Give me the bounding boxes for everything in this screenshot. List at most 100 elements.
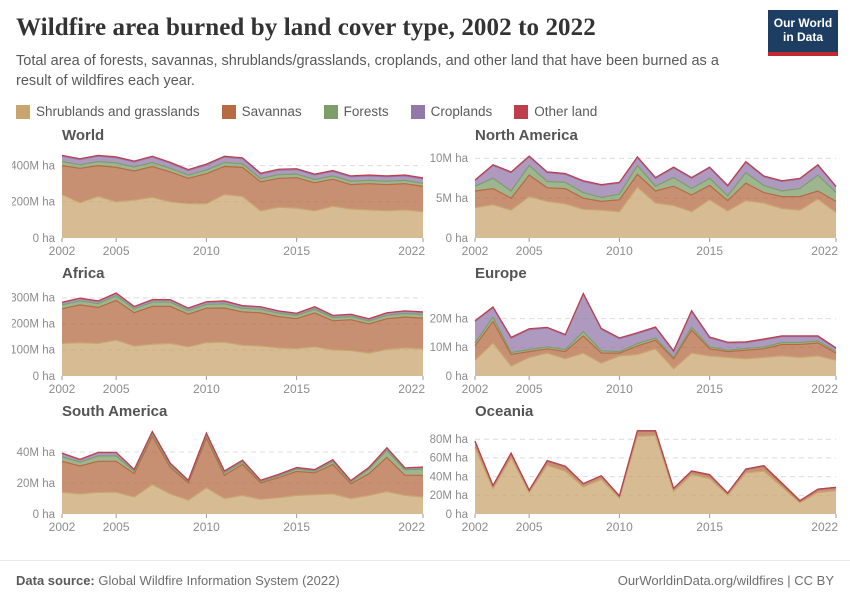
chart-panel-title: World (62, 127, 105, 144)
data-source-value: Global Wildfire Information System (2022… (94, 573, 340, 588)
area-line-shrublands-and-grasslands (474, 434, 837, 504)
area-band-croplands (475, 156, 836, 198)
x-axis-tick-label: 2002 (462, 520, 489, 534)
legend-label: Forests (343, 104, 389, 119)
page-subtitle: Total area of forests, savannas, shrubla… (16, 53, 719, 89)
legend-label: Savannas (241, 104, 302, 119)
stacked-area-chart: 0 ha 20M ha 40M ha 2002 2005 2010 2015 2022 (17, 430, 425, 534)
y-axis-tick-label: 0 ha (33, 233, 56, 245)
x-axis-tick-label: 2010 (606, 382, 633, 396)
x-axis-tick-label: 2002 (49, 244, 76, 258)
x-axis-tick-label: 2022 (398, 520, 425, 534)
stacked-area-chart: 0 ha 100M ha 200M ha 300M ha 2002 2005 2010 201… (12, 292, 425, 396)
area-band-shrublands-and-grasslands (475, 187, 836, 238)
legend-label: Shrublands and grasslands (36, 104, 200, 119)
chart-panel-title: North America (475, 127, 578, 144)
legend-label: Other land (534, 104, 598, 119)
header: Wildfire area burned by land cover type,… (0, 0, 850, 121)
legend-item-1: Savannas (221, 104, 302, 119)
area-band-croplands (62, 156, 423, 184)
x-axis-tick-label: 2010 (606, 520, 633, 534)
x-axis-tick-label: 2010 (193, 244, 220, 258)
x-axis-tick-label: 2002 (49, 520, 76, 534)
page-title: Wildfire area burned by land cover type,… (16, 14, 596, 41)
y-axis-tick-label: 10M ha (430, 342, 469, 354)
x-axis-tick-label: 2022 (811, 244, 838, 258)
y-axis-tick-label: 200M ha (12, 197, 56, 209)
area-line-croplands (61, 155, 424, 180)
chart-panel-north-america: North America 0 ha 5M ha 10M ha 2002 2005 2010… (425, 127, 838, 258)
area-band-shrublands-and-grasslands (62, 194, 423, 238)
area-line-other-land (474, 155, 837, 187)
legend-item-0: Shrublands and grasslands (16, 104, 200, 119)
x-axis-tick-label: 2015 (283, 520, 310, 534)
x-axis-tick-label: 2015 (283, 382, 310, 396)
area-line-savannas (61, 299, 424, 325)
legend-item-3: Croplands (410, 104, 493, 119)
chart-panel-oceania: Oceania 0 ha 20M ha 40M ha 60M ha 80M ha 2002 2… (425, 403, 838, 534)
chart-panel-world: World 0 ha 200M ha 400M ha 2002 2005 2010 2015 2… (12, 127, 425, 258)
y-axis-tick-label: 40M ha (430, 471, 469, 483)
x-axis-tick-label: 2015 (283, 244, 310, 258)
y-axis-tick-label: 0 ha (33, 509, 56, 521)
area-band-savannas (475, 321, 836, 369)
area-line-shrublands-and-grasslands (61, 339, 424, 354)
area-band-savannas (62, 165, 423, 212)
chart-panel-europe: Europe 0 ha 10M ha 20M ha 2002 2005 2010 2015 20… (425, 265, 838, 396)
area-line-other-land (474, 292, 837, 352)
legend-swatch (514, 104, 529, 119)
x-axis-tick-label: 2002 (462, 382, 489, 396)
area-line-forests (61, 295, 424, 322)
owid-logo-line1: Our World (773, 16, 833, 31)
stacked-area-chart: 0 ha 200M ha 400M ha 2002 2005 2010 2015 2022 (12, 154, 425, 258)
credit-link[interactable]: OurWorldinData.org/wildfires (617, 573, 784, 588)
x-axis-tick-label: 2005 (103, 520, 130, 534)
area-line-savannas (474, 320, 837, 360)
area-band-shrublands-and-grasslands (475, 435, 836, 514)
legend-item-2: Forests (323, 104, 389, 119)
charts-grid: World 0 ha 200M ha 400M ha 2002 2005 2010 2015 2… (0, 121, 850, 534)
area-line-forests (474, 316, 837, 359)
stacked-area-chart: 0 ha 10M ha 20M ha 2002 2005 2010 2015 2022 (430, 292, 838, 396)
y-axis-tick-label: 0 ha (446, 233, 469, 245)
data-source: Data source: Global Wildfire Information… (16, 573, 340, 588)
y-axis-tick-label: 20M ha (430, 490, 469, 502)
stacked-area-chart: 0 ha 20M ha 40M ha 60M ha 80M ha 2002 2005 2010… (430, 430, 838, 534)
area-line-savannas (61, 435, 423, 485)
x-axis-tick-label: 2022 (398, 382, 425, 396)
area-band-croplands (475, 294, 836, 358)
x-axis-tick-label: 2005 (103, 244, 130, 258)
y-axis-tick-label: 0 ha (33, 371, 56, 383)
owid-logo-line2: in Data (782, 30, 823, 44)
y-axis-tick-label: 100M ha (12, 345, 56, 357)
area-line-other-land (474, 430, 837, 502)
credit-license: | CC BY (783, 573, 834, 588)
legend-label: Croplands (430, 104, 493, 119)
footer: Data source: Global Wildfire Information… (0, 560, 850, 600)
credit: OurWorldinData.org/wildfires | CC BY (618, 573, 834, 588)
chart-panel-title: South America (62, 403, 168, 420)
y-axis-tick-label: 20M ha (430, 313, 469, 325)
legend-swatch (323, 104, 338, 119)
area-line-savannas (474, 173, 837, 203)
area-line-shrublands-and-grasslands (61, 483, 424, 501)
x-axis-tick-label: 2015 (696, 244, 723, 258)
area-band-forests (475, 165, 836, 202)
area-band-shrublands-and-grasslands (62, 484, 423, 514)
owid-logo-bar (768, 52, 838, 56)
x-axis-tick-label: 2015 (696, 382, 723, 396)
y-axis-tick-label: 60M ha (430, 453, 469, 465)
x-axis-tick-label: 2022 (398, 244, 425, 258)
chart-legend: Shrublands and grasslands Savannas Forests… (16, 104, 834, 121)
y-axis-tick-label: 5M ha (436, 193, 469, 205)
owid-logo-box: Our World in Data (768, 10, 838, 52)
area-line-shrublands-and-grasslands (474, 342, 837, 370)
legend-swatch (221, 104, 236, 119)
chart-panel-title: Africa (62, 265, 105, 282)
x-axis-tick-label: 2005 (516, 382, 543, 396)
area-line-shrublands-and-grasslands (61, 193, 424, 213)
y-axis-tick-label: 300M ha (12, 293, 56, 305)
x-axis-tick-label: 2010 (193, 382, 220, 396)
area-line-forests (474, 164, 837, 199)
owid-logo: Our World in Data (768, 10, 838, 56)
